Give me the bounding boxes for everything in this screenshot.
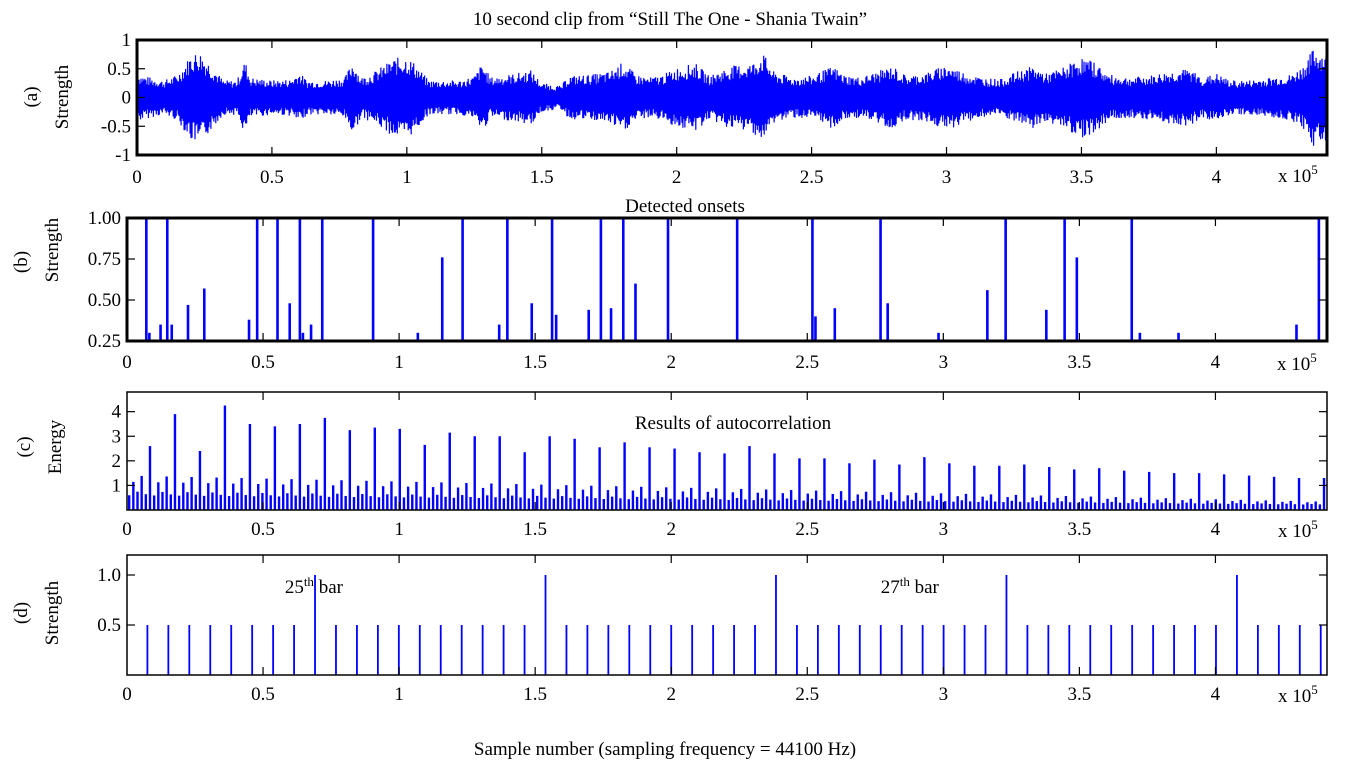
- panel-b-multiplier-exp: 5: [1310, 350, 1317, 365]
- panel-b-label: (b): [11, 251, 32, 273]
- x-tick-label: 1.5: [523, 519, 547, 540]
- x-tick-label: 0.5: [251, 519, 275, 540]
- panel-d-ylabel: Strength: [42, 580, 63, 645]
- panel-d-multiplier-exp: 5: [1311, 682, 1318, 697]
- panel-d-multiplier: x 105: [1278, 682, 1318, 707]
- x-tick-label: 4: [1211, 352, 1221, 373]
- x-tick-label: 0: [122, 352, 132, 373]
- panel-c-multiplier-exp: 5: [1311, 517, 1318, 532]
- x-tick-label: 0: [122, 519, 132, 540]
- panel-d-plot: [146, 575, 1322, 675]
- x-tick-label: 0.5: [251, 684, 275, 705]
- x-tick-label: 0: [132, 167, 142, 188]
- panel-a-label: (a): [21, 86, 42, 107]
- x-tick-label: 2.5: [795, 352, 819, 373]
- x-tick-label: 2.5: [800, 167, 824, 188]
- panel-a-ticks: 0 0.5 1 1.5 2 2.5 3 3.5 4 1 0.5 0 -0.5 -1: [101, 30, 1327, 188]
- waveform-core: [136, 80, 1328, 115]
- panel-d-ticks: 0 0.5 1 1.5 2 2.5 3 3.5 4 1.0 0.5: [97, 555, 1327, 705]
- panel-d-annotation-27: 27th bar: [881, 574, 940, 598]
- panel-b-plot: [145, 218, 1321, 341]
- x-tick-label: 2.5: [795, 519, 819, 540]
- x-tick-label: 0.5: [260, 167, 284, 188]
- y-tick-label: 1.0: [97, 565, 121, 586]
- waveform-series: [136, 50, 1328, 146]
- x-tick-label: 2.5: [795, 684, 819, 705]
- panel-b-multiplier: x 105: [1277, 350, 1317, 375]
- x-tick-label: 3.5: [1068, 352, 1092, 373]
- x-tick-label: 2: [666, 519, 676, 540]
- panel-d-label: (d): [11, 602, 32, 624]
- panel-a-multiplier-exp: 5: [1311, 162, 1318, 177]
- x-tick-label: 3: [939, 352, 949, 373]
- x-tick-label: 3.5: [1068, 519, 1092, 540]
- panel-a-multiplier: x 105: [1278, 162, 1318, 187]
- panel-c-ylabel: Energy: [45, 419, 66, 474]
- x-tick-label: 1.5: [523, 684, 547, 705]
- x-tick-label: 3.5: [1070, 167, 1094, 188]
- x-tick-label: 1: [394, 684, 404, 705]
- panel-d-frame: [126, 554, 1328, 676]
- x-tick-label: 1: [394, 352, 404, 373]
- x-tick-label: 2: [672, 167, 682, 188]
- x-tick-label: 4: [1211, 519, 1221, 540]
- panel-b-frame: [125, 216, 1329, 343]
- y-tick-label: 0.5: [97, 615, 121, 636]
- x-tick-label: 2: [666, 352, 676, 373]
- panel-b: Detected onsets Strength (b) 0 0.5 1 1.5 2 2.…: [11, 196, 1329, 375]
- x-tick-label: 3: [942, 167, 952, 188]
- panel-c-title: Results of autocorrelation: [635, 413, 832, 434]
- panel-a-plot: [136, 50, 1328, 146]
- panel-b-ticks: 0 0.5 1 1.5 2 2.5 3 3.5 4 1.00 0.75 0.50 0.25: [88, 208, 1327, 373]
- x-tick-label: 1: [402, 167, 412, 188]
- panel-c-label: (c): [14, 436, 35, 457]
- panel-c-frame: [126, 391, 1328, 511]
- x-tick-label: 3.5: [1068, 684, 1092, 705]
- panel-c-plot: [127, 405, 1326, 510]
- x-tick-label: 0: [122, 684, 132, 705]
- y-tick-label: 1: [122, 30, 132, 51]
- panel-a-title: 10 second clip from “Still The One - Sha…: [473, 9, 867, 30]
- y-tick-label: 0.25: [88, 331, 121, 352]
- panel-d: 25th bar 27th bar Strength (d) 0 0.5 1 1.5 2…: [11, 554, 1328, 707]
- x-tick-label: 4: [1211, 684, 1221, 705]
- y-tick-label: -0.5: [101, 116, 131, 137]
- x-tick-label: 4: [1212, 167, 1222, 188]
- panel-d-annotation-25: 25th bar: [285, 574, 344, 598]
- x-tick-label: 3: [939, 519, 949, 540]
- y-tick-label: 1.00: [88, 208, 121, 229]
- panel-c-ticks: 0 0.5 1 1.5 2 2.5 3 3.5 4 4 3 2 1: [112, 392, 1327, 540]
- y-tick-label: 0: [122, 88, 132, 109]
- y-tick-label: 2: [112, 451, 122, 472]
- x-tick-label: 1.5: [523, 352, 547, 373]
- x-tick-label: 1.5: [530, 167, 554, 188]
- x-tick-label: 3: [939, 684, 949, 705]
- panel-a-ylabel: Strength: [52, 64, 73, 129]
- x-tick-label: 2: [666, 684, 676, 705]
- x-tick-label: 1: [394, 519, 404, 540]
- panel-c-multiplier: x 105: [1278, 517, 1318, 542]
- y-tick-label: 0.75: [88, 249, 121, 270]
- panel-b-title: Detected onsets: [625, 196, 745, 217]
- shared-xlabel: Sample number (sampling frequency = 4410…: [474, 739, 856, 760]
- y-tick-label: 3: [112, 426, 122, 447]
- x-tick-label: 0.5: [251, 352, 275, 373]
- panel-b-ylabel: Strength: [42, 217, 63, 282]
- y-tick-label: 1: [112, 475, 122, 496]
- y-tick-label: 0.50: [88, 290, 121, 311]
- panel-a: 10 second clip from “Still The One - Sha…: [21, 9, 1329, 188]
- y-tick-label: -1: [115, 145, 131, 166]
- y-tick-label: 0.5: [107, 59, 131, 80]
- y-tick-label: 4: [112, 402, 122, 423]
